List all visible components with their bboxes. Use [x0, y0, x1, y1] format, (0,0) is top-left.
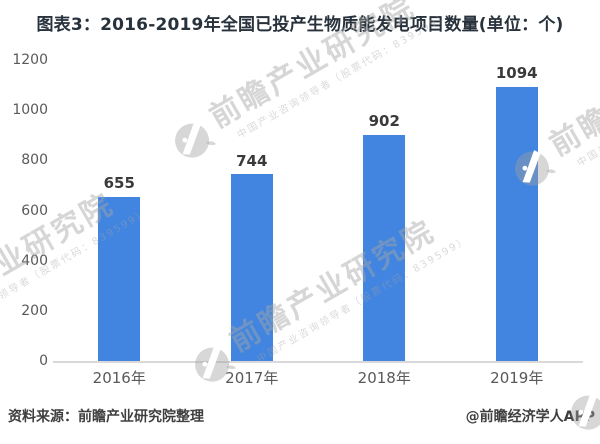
x-axis-tick-label: 2019年 [490, 369, 544, 387]
bar-column: 744 [186, 60, 319, 361]
bar-column: 655 [53, 60, 186, 361]
bar-2017年 [230, 174, 273, 361]
y-axis: 0 200 400 600 800 1000 1200 [0, 52, 48, 369]
bar-2018年 [363, 134, 406, 361]
y-axis-tick-label: 1000 [12, 102, 48, 119]
y-axis-tick-label: 200 [21, 302, 48, 319]
y-axis-tick-label: 600 [21, 202, 48, 219]
y-axis-tick-label: 400 [21, 252, 48, 269]
y-axis-tick-label: 800 [21, 152, 48, 169]
y-axis-tick-label: 0 [39, 353, 48, 369]
x-axis-tick-label: 2017年 [225, 369, 279, 387]
y-axis-tick-label: 1200 [12, 52, 48, 68]
credit-note: @前瞻经济学人APP [465, 409, 595, 425]
x-axis-tick-label: 2018年 [357, 369, 411, 387]
x-axis-tick-label: 2016年 [92, 369, 146, 387]
chart-title: 图表3：2016-2019年全国已投产生物质能发电项目数量(单位：个) [36, 15, 564, 35]
bar-2016年 [98, 196, 141, 361]
x-axis: 2016年 2017年 2018年 2019年 [53, 368, 583, 388]
bar-value-label: 902 [368, 112, 400, 131]
bar-column: 902 [318, 60, 451, 361]
bar-value-label: 1094 [495, 64, 538, 83]
bar-2019年 [495, 86, 538, 361]
bar-value-label: 655 [103, 174, 135, 193]
plot-area: 655 744 902 1094 [53, 60, 583, 363]
source-note: 资料来源：前瞻产业研究院整理 [8, 409, 204, 425]
bar-value-label: 744 [236, 151, 268, 170]
bar-column: 1094 [451, 60, 584, 361]
